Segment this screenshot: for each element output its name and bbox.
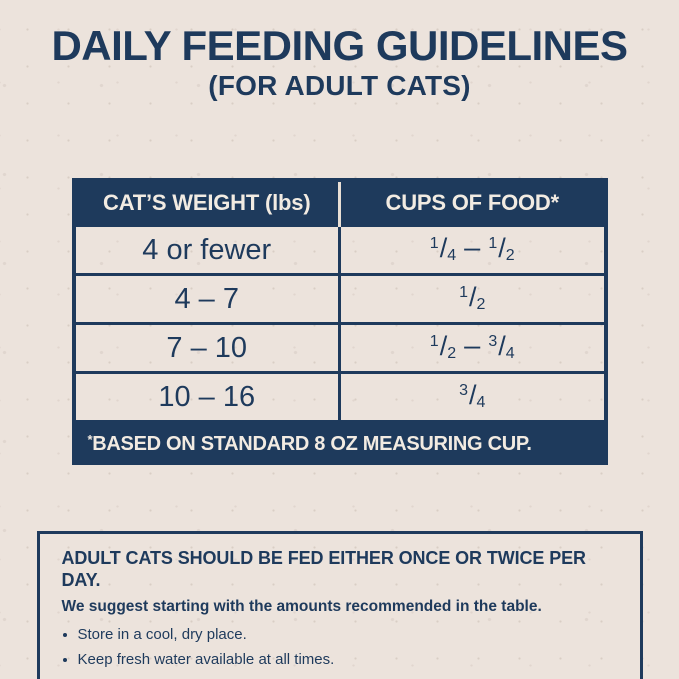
cups-cell: 3/4	[338, 370, 607, 423]
column-header-cups: CUPS OF FOOD*	[339, 180, 606, 225]
bullet-item-storage: Store in a cool, dry place.	[78, 625, 620, 645]
column-header-weight: CAT’S WEIGHT (lbs)	[73, 180, 341, 225]
instructions-bullet-list: Store in a cool, dry place. Keep fresh w…	[78, 625, 620, 670]
table-row: 4 or fewer 1/4 – 1/2	[72, 223, 607, 276]
table-row: 10 – 16 3/4	[72, 370, 607, 423]
table-footnote: *BASED ON STANDARD 8 OZ MEASURING CUP.	[72, 419, 607, 464]
cups-cell: 1/2 – 3/4	[338, 321, 607, 374]
table-header-row: CAT’S WEIGHT (lbs) CUPS OF FOOD*	[73, 180, 606, 225]
instructions-heading: ADULT CATS SHOULD BE FED EITHER ONCE OR …	[61, 547, 587, 590]
feeding-table-body: 4 or fewer 1/4 – 1/2 4 – 7 1/2 7 – 10 1/2 – 3…	[72, 223, 607, 423]
feeding-guidelines-table: CAT’S WEIGHT (lbs) CUPS OF FOOD* 4 or fe…	[71, 178, 608, 465]
table-footnote-row: *BASED ON STANDARD 8 OZ MEASURING CUP.	[72, 419, 607, 464]
feeding-instructions-box: ADULT CATS SHOULD BE FED EITHER ONCE OR …	[36, 530, 643, 679]
cups-cell: 1/4 – 1/2	[338, 223, 607, 276]
table-row: 4 – 7 1/2	[72, 272, 607, 325]
page-subtitle: (FOR ADULT CATS)	[208, 70, 471, 101]
cups-cell: 1/2	[338, 272, 607, 325]
weight-cell: 4 or fewer	[72, 223, 341, 276]
table-row: 7 – 10 1/2 – 3/4	[72, 321, 607, 374]
weight-cell: 4 – 7	[72, 272, 341, 325]
instructions-subheading: We suggest starting with the amounts rec…	[61, 597, 542, 615]
weight-cell: 10 – 16	[72, 370, 341, 423]
page-title: DAILY FEEDING GUIDELINES	[51, 22, 628, 69]
bullet-item-water: Keep fresh water available at all times.	[78, 650, 620, 670]
weight-cell: 7 – 10	[72, 321, 341, 374]
